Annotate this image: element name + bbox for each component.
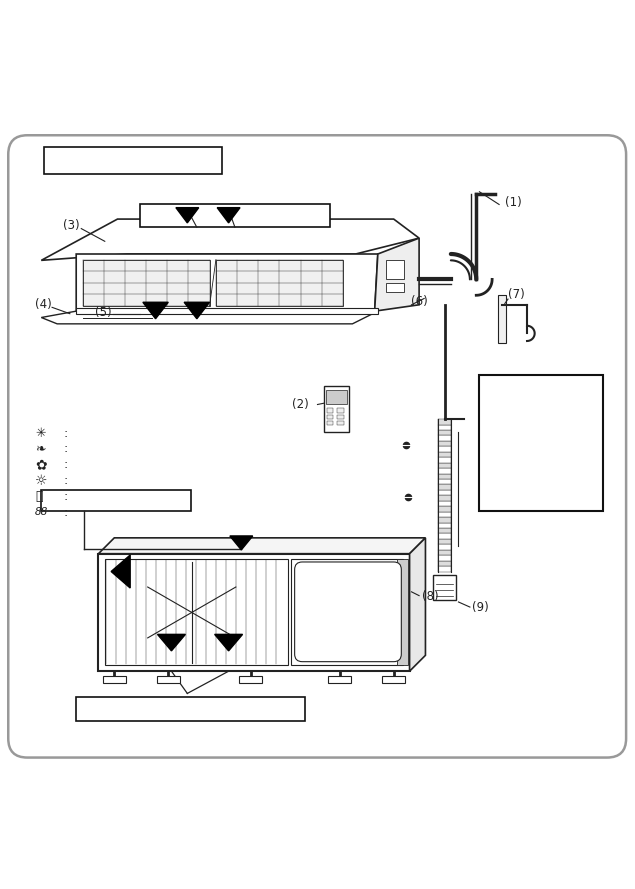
Bar <box>44 148 222 174</box>
Bar <box>438 446 451 452</box>
Bar <box>41 490 190 511</box>
Polygon shape <box>230 536 253 550</box>
Bar <box>327 414 333 419</box>
Bar <box>83 260 210 306</box>
Bar <box>438 490 451 495</box>
Bar <box>327 421 333 426</box>
Bar <box>438 512 451 517</box>
Polygon shape <box>98 538 425 554</box>
Bar <box>438 474 451 479</box>
Text: :: : <box>64 490 68 503</box>
Bar <box>386 283 404 292</box>
Text: (9): (9) <box>472 601 488 614</box>
Text: (8): (8) <box>422 590 439 603</box>
Bar <box>216 260 343 306</box>
Bar <box>438 485 451 490</box>
Text: (6): (6) <box>411 295 428 308</box>
Bar <box>438 544 451 549</box>
Bar <box>438 539 451 544</box>
Polygon shape <box>111 555 130 588</box>
Text: ⏻: ⏻ <box>35 490 43 503</box>
Bar <box>98 554 410 671</box>
Bar <box>103 677 126 683</box>
Text: :: : <box>64 506 68 519</box>
Bar <box>438 441 451 446</box>
Bar <box>438 533 451 539</box>
Text: :: : <box>64 427 68 439</box>
Text: (5): (5) <box>95 306 112 319</box>
Text: (7): (7) <box>508 288 525 301</box>
Bar <box>324 386 349 432</box>
Bar <box>479 374 603 511</box>
Bar <box>382 677 405 683</box>
Bar <box>438 506 451 512</box>
Bar <box>433 574 456 600</box>
Bar <box>386 260 404 279</box>
Polygon shape <box>184 302 210 319</box>
Polygon shape <box>143 302 168 319</box>
Bar <box>337 421 344 426</box>
Bar <box>438 549 451 555</box>
Bar <box>438 479 451 485</box>
Bar <box>438 425 451 430</box>
Bar <box>438 462 451 469</box>
Bar <box>438 495 451 501</box>
FancyBboxPatch shape <box>8 135 626 757</box>
Polygon shape <box>217 208 240 223</box>
Bar <box>337 408 344 412</box>
Bar <box>438 561 451 566</box>
Bar <box>337 414 344 419</box>
Bar <box>438 555 451 561</box>
Text: :: : <box>64 443 68 455</box>
Bar <box>438 430 451 436</box>
Text: (4): (4) <box>35 298 51 311</box>
Bar <box>328 677 351 683</box>
Bar <box>438 566 451 572</box>
Polygon shape <box>41 219 419 260</box>
Polygon shape <box>215 635 243 651</box>
Text: ☼: ☼ <box>35 474 48 488</box>
Bar <box>438 469 451 474</box>
Polygon shape <box>176 208 199 223</box>
Text: (2): (2) <box>292 397 309 411</box>
Bar <box>438 452 451 457</box>
Bar <box>438 419 451 425</box>
Polygon shape <box>410 538 425 671</box>
Bar <box>239 677 262 683</box>
Text: ❧: ❧ <box>35 443 46 455</box>
Polygon shape <box>76 254 378 311</box>
Bar <box>291 559 403 665</box>
Text: 88: 88 <box>35 508 48 517</box>
Bar <box>438 457 451 462</box>
Bar <box>157 677 180 683</box>
Polygon shape <box>41 311 378 324</box>
Bar <box>498 295 506 343</box>
Bar <box>397 559 408 665</box>
Text: ✳: ✳ <box>35 427 46 439</box>
Text: :: : <box>64 474 68 487</box>
FancyBboxPatch shape <box>295 562 401 661</box>
Text: :: : <box>64 459 68 471</box>
Bar <box>76 308 378 315</box>
Bar <box>438 501 451 506</box>
Bar <box>105 559 288 665</box>
Bar <box>326 390 347 404</box>
Polygon shape <box>375 238 419 311</box>
Bar <box>140 204 330 228</box>
Bar <box>327 408 333 412</box>
Bar <box>76 697 305 721</box>
Text: ✿: ✿ <box>35 458 46 472</box>
Text: (3): (3) <box>64 219 80 232</box>
Bar <box>438 517 451 523</box>
Text: (1): (1) <box>505 196 521 210</box>
Bar <box>438 528 451 533</box>
Bar <box>438 436 451 441</box>
Bar <box>438 523 451 528</box>
Polygon shape <box>157 635 185 651</box>
